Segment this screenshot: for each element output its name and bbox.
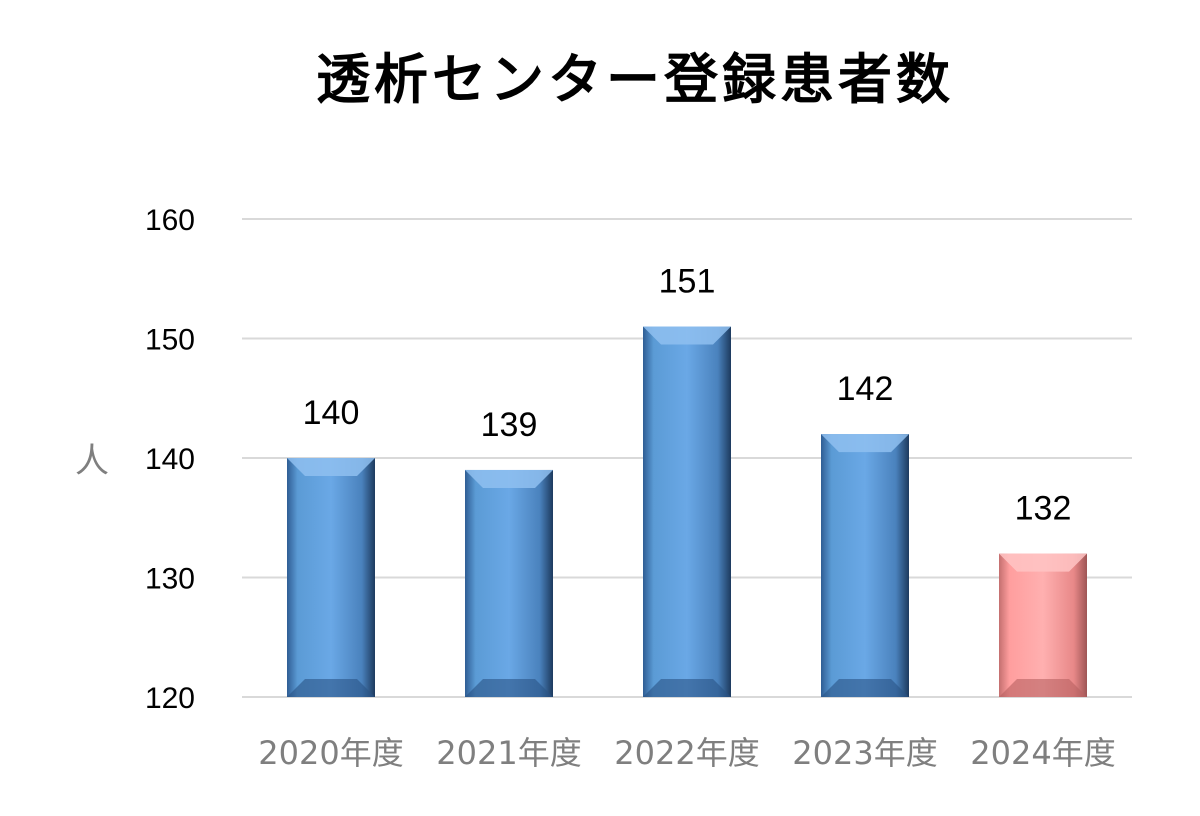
x-axis-ticks: 2020年度 2021年度 2022年度 2023年度 2024年度 [258, 734, 1115, 772]
y-axis-ticks: 120 130 140 150 160 [145, 204, 195, 715]
y-tick-label: 150 [145, 324, 195, 357]
y-tick-label: 120 [145, 682, 195, 715]
data-label: 140 [303, 394, 360, 432]
y-tick-label: 160 [145, 204, 195, 237]
chart-title: 透析センター登録患者数 [316, 48, 954, 111]
bar [999, 553, 1087, 697]
data-label: 132 [1015, 490, 1072, 528]
bar [643, 326, 731, 697]
x-tick-label: 2022年度 [614, 734, 759, 772]
data-label: 151 [659, 263, 716, 301]
y-axis-label: 人 [75, 441, 109, 481]
data-label: 142 [837, 370, 894, 408]
y-tick-label: 140 [145, 443, 195, 476]
x-tick-label: 2021年度 [436, 734, 581, 772]
bars: 140 139 151 142 132 [287, 263, 1087, 697]
y-tick-label: 130 [145, 563, 195, 596]
x-tick-label: 2024年度 [970, 734, 1115, 772]
bar [821, 434, 909, 697]
x-tick-label: 2023年度 [792, 734, 937, 772]
bar [287, 458, 375, 697]
x-tick-label: 2020年度 [258, 734, 403, 772]
bar [465, 469, 553, 697]
data-label: 139 [481, 406, 538, 444]
